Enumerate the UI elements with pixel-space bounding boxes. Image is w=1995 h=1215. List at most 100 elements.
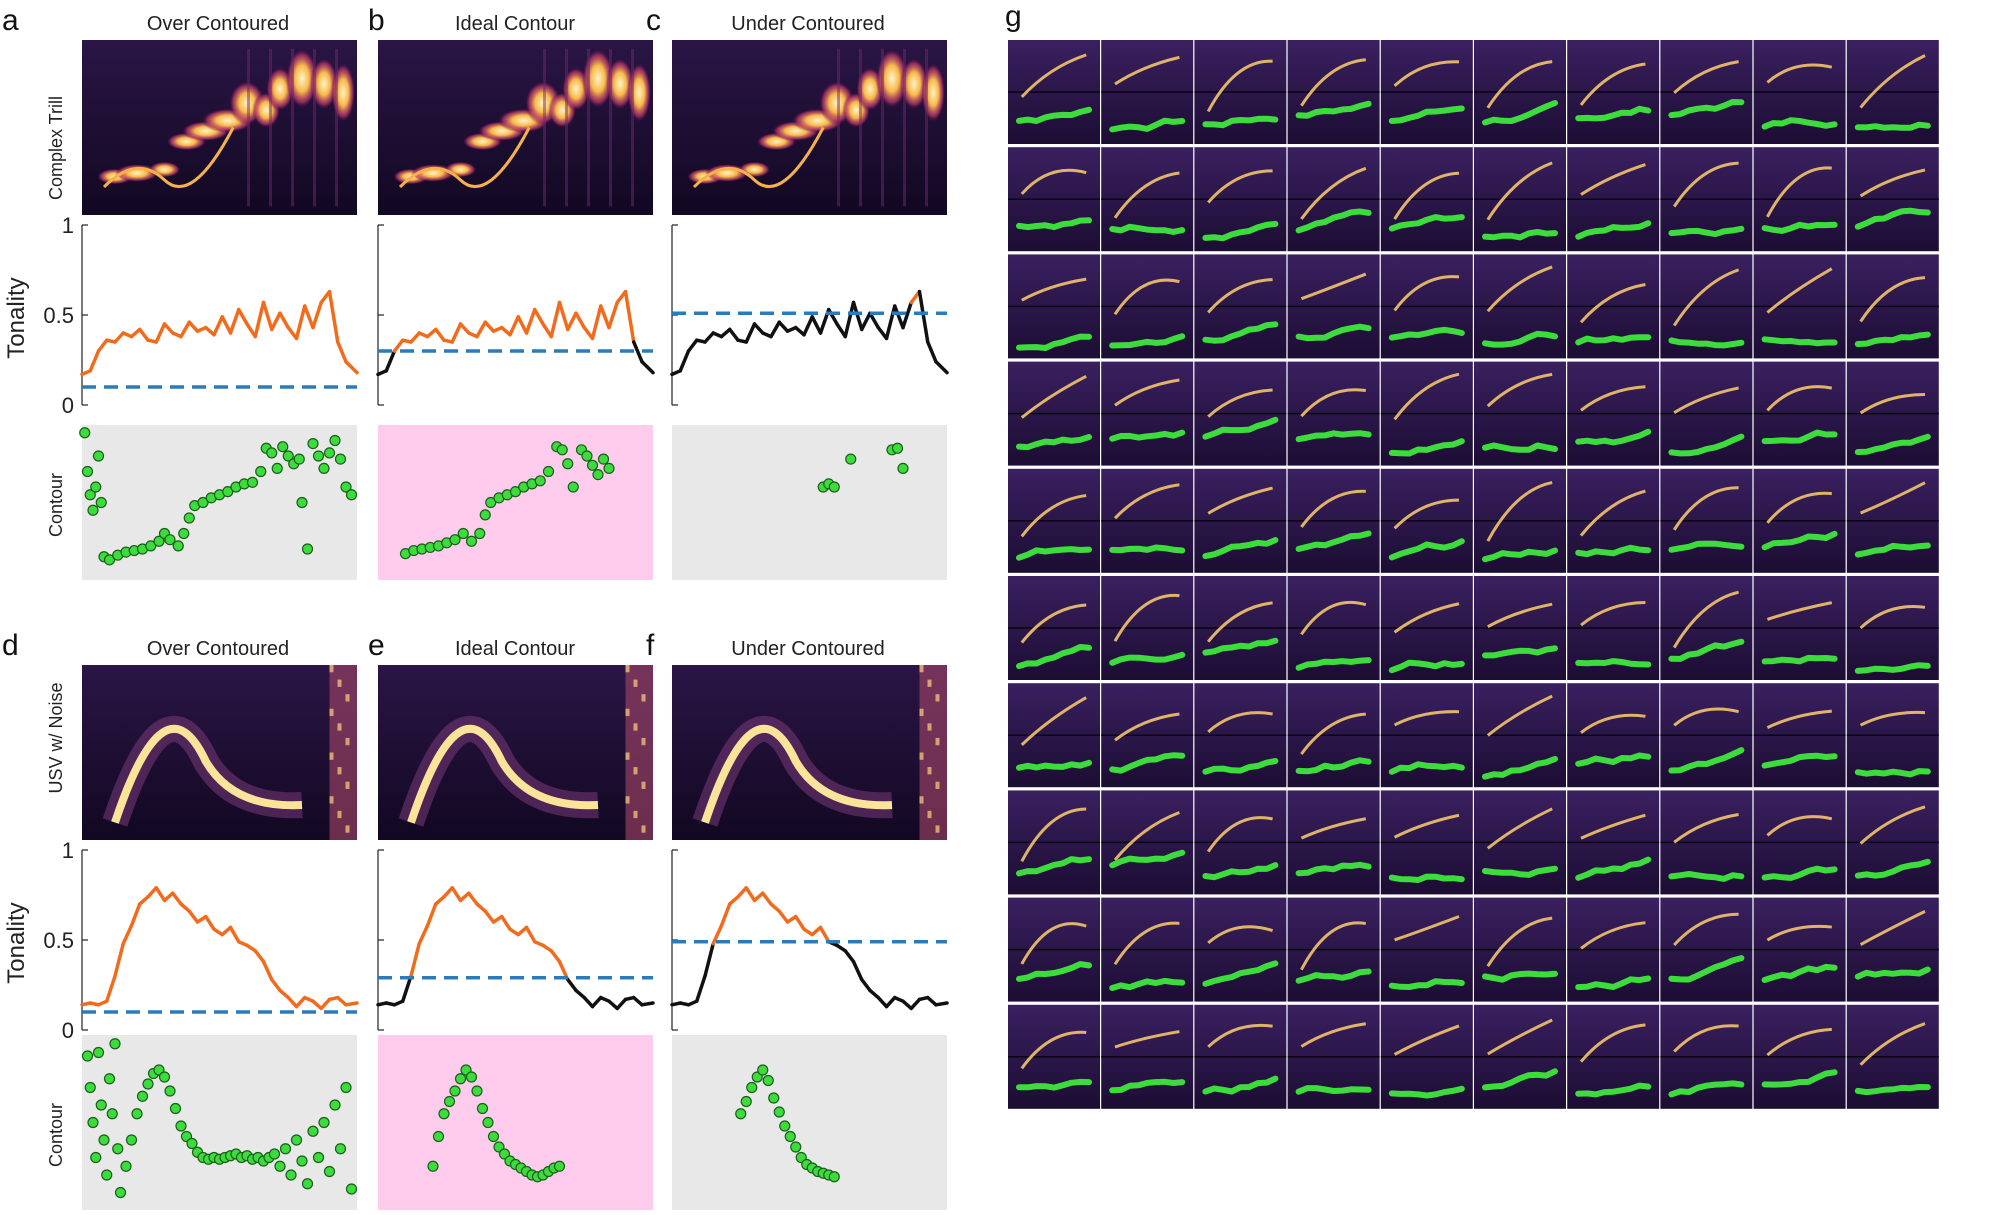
spectrogram-blob (606, 57, 634, 110)
tonality-segment (566, 977, 578, 993)
grid-tile-spectro-trace (1206, 59, 1273, 113)
grid-tile (1474, 790, 1566, 895)
tonality-segment (179, 320, 191, 339)
tonality-segment (417, 923, 430, 946)
grid-tile-contour (1016, 961, 1092, 982)
grid-tile-spectro-trace (1672, 161, 1739, 208)
contour-point (172, 540, 184, 552)
grid-tile (1008, 361, 1100, 466)
grid-tile-spectro-trace (1114, 1030, 1180, 1049)
grid-tile-contour (1388, 326, 1465, 341)
grid-tile-contour (1668, 871, 1745, 882)
contour-point (279, 1143, 292, 1155)
grid-tile (1567, 468, 1660, 573)
tonality-segment (640, 1001, 655, 1007)
grid-tile-contour (1854, 207, 1931, 230)
panel-letter-c: c (646, 4, 661, 37)
tonality-segment (450, 886, 463, 903)
contour-point (158, 1071, 171, 1083)
grid-tile (1474, 361, 1566, 466)
grid-tile-spectro-trace (1113, 811, 1180, 861)
spectrogram-noise-speck (927, 810, 932, 819)
contour-background (672, 425, 947, 580)
grid-tile-spectro-trace (1207, 925, 1274, 945)
grid-tile-contour (1295, 968, 1372, 984)
contour-plot-d (81, 1035, 358, 1210)
spectrogram-blob (738, 161, 771, 178)
contour-point (183, 512, 195, 524)
tonality-segment (327, 289, 340, 344)
tonality-segment (524, 307, 537, 335)
grid-tile-contour (1202, 758, 1279, 775)
contour-point (345, 489, 358, 501)
contour-point (92, 1046, 105, 1059)
tonality-tick-label: 0 (62, 1018, 74, 1043)
grid-tile-contour (1202, 321, 1279, 344)
grid-tile (1753, 576, 1846, 680)
spectrogram-streak (335, 48, 338, 207)
grid-tile-contour (1295, 530, 1372, 552)
tonality-segment (678, 349, 691, 373)
grid-tile (1287, 897, 1380, 1002)
contour-point (255, 465, 267, 478)
contour-point (296, 1155, 308, 1167)
tonality-segment (458, 322, 471, 335)
tonality-segment (483, 320, 496, 333)
tonality-segment (574, 988, 586, 1000)
grid-tile-spectro-trace (1580, 385, 1646, 412)
tonality-segment (640, 360, 655, 375)
grid-tile-contour (1761, 221, 1838, 234)
tonality-segment (623, 289, 636, 344)
grid-tile-contour (1482, 865, 1558, 878)
tonality-segment (96, 338, 109, 353)
spectrogram-usv-0 (82, 665, 357, 840)
spectrogram-streak (881, 48, 884, 207)
tonality-segment (851, 300, 864, 332)
tonality-segment (442, 886, 454, 899)
spectrogram-noise-speck (919, 752, 924, 760)
tonality-segment (835, 322, 847, 339)
tonality-segment (843, 300, 856, 339)
grid-tile-contour (1202, 960, 1279, 987)
contour-point (340, 1081, 352, 1094)
tonality-segment (500, 914, 512, 931)
tonality-segment (744, 886, 757, 903)
tonality-segment (868, 311, 880, 330)
spectrogram-noise-speck (935, 781, 940, 789)
grid-tile (1101, 683, 1194, 788)
grid-tile (1194, 576, 1287, 680)
tonality-segment (270, 311, 282, 332)
spectrogram-trace (102, 126, 235, 189)
spectrogram-noise-speck (935, 694, 940, 702)
grid-tile-contour (1388, 214, 1465, 232)
grid-tile (1660, 683, 1753, 788)
grid-tile-contour (1109, 977, 1186, 991)
tonality-segment (384, 349, 397, 373)
grid-tile-contour (1016, 217, 1092, 231)
spectrogram-trill-2 (672, 40, 947, 215)
grid-tile-contour (1202, 637, 1279, 656)
spectrogram-blob (148, 161, 181, 178)
contour-point (334, 1143, 347, 1155)
grid-tile-spectro-trace (1672, 268, 1740, 327)
grid-tile-contour (1016, 546, 1092, 561)
grid-tile-spectro-trace (1859, 168, 1926, 198)
tonality-segment (228, 925, 241, 944)
grid-tile-contour (1016, 644, 1092, 670)
grid-tile-contour (1668, 433, 1745, 457)
grid-tile-spectro-trace (1766, 709, 1832, 729)
contour-point (323, 1165, 336, 1178)
grid-tile-contour (1016, 333, 1092, 351)
grid-tile (1474, 576, 1566, 680)
contour-point (95, 1099, 107, 1111)
contour-point (81, 1050, 94, 1062)
grid-tile (1380, 1004, 1473, 1109)
tonality-segment (278, 311, 290, 330)
grid-tile-spectro-trace (1579, 62, 1646, 106)
tonality-segment (253, 949, 266, 964)
contour-point (164, 1085, 176, 1097)
contour-background (672, 1035, 947, 1210)
grid-tile-spectro-trace (1579, 489, 1646, 537)
